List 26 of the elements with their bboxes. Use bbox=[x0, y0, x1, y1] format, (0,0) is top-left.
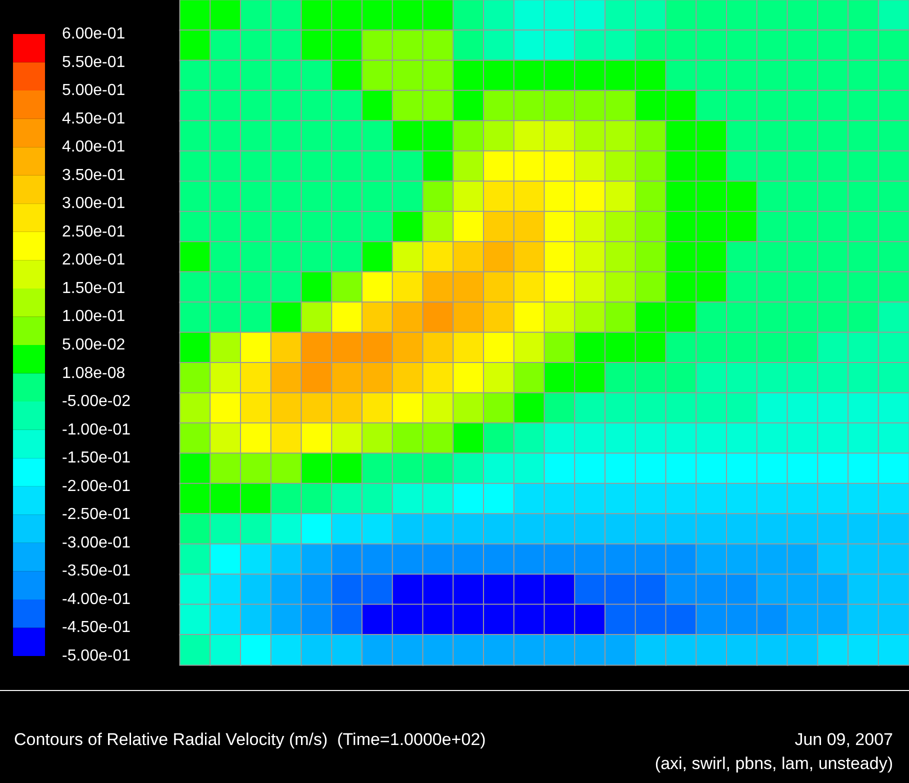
color-bar-label: -1.00e-01 bbox=[62, 421, 131, 438]
color-bar-label: 3.00e-01 bbox=[62, 195, 126, 212]
text: (axi, swirl, pbns, lam, unsteady) bbox=[654, 754, 894, 773]
color-bar-label: 5.00e-02 bbox=[62, 336, 126, 354]
color-bar-label: 4.50e-01 bbox=[62, 110, 126, 128]
text: Contours of Relative Radial Velocity (m/s) (Time=1.0000e+02) bbox=[14, 730, 486, 749]
color-bar-label: 1.50e-01 bbox=[62, 280, 126, 297]
color-bar-label: -3.00e-01 bbox=[62, 534, 131, 552]
color-bar-label: 5.00e-01 bbox=[62, 82, 126, 100]
color-bar-label: -1.50e-01 bbox=[62, 450, 131, 467]
color-bar-label: -3.50e-01 bbox=[62, 562, 131, 580]
text: Jun 09, 2007 bbox=[794, 730, 894, 749]
color-bar-label: -5.00e-02 bbox=[62, 393, 131, 410]
color-bar-label: 4.00e-01 bbox=[62, 138, 126, 156]
color-bar-label: -4.50e-01 bbox=[62, 619, 131, 636]
color-bar-label: 2.50e-01 bbox=[62, 223, 126, 240]
color-bar-label: -4.00e-01 bbox=[62, 590, 131, 608]
color-bar-label: 5.50e-01 bbox=[62, 54, 126, 71]
color-bar-label: 2.00e-01 bbox=[62, 252, 126, 269]
color-bar-label: 1.08e-08 bbox=[62, 364, 126, 382]
color-bar-label: 1.00e-01 bbox=[62, 308, 126, 326]
color-bar-label: -5.00e-01 bbox=[62, 648, 131, 664]
color-bar-label: 3.50e-01 bbox=[62, 166, 126, 184]
color-bar-label: 6.00e-01 bbox=[62, 26, 126, 42]
color-bar-label: -2.50e-01 bbox=[62, 506, 131, 524]
color-bar-label: -2.00e-01 bbox=[62, 478, 131, 495]
